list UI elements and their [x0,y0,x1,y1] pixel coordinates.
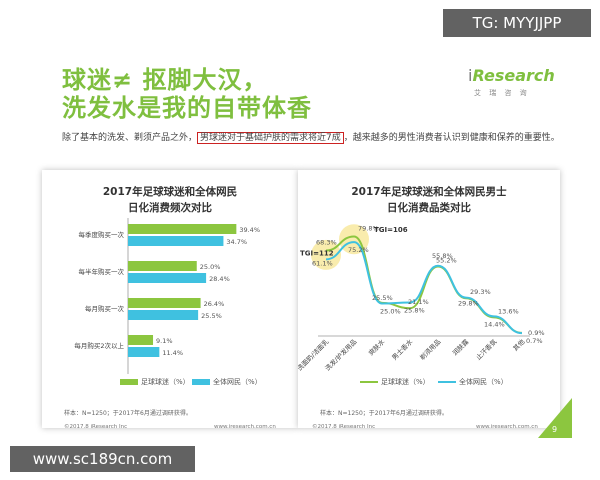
line-legend-label-fans: 足球球迷（%） [381,378,430,386]
line-value-label: 14.4% [484,320,505,328]
line-legend-all: 全体网民（%） [438,377,508,387]
bar-chart-subtitle: 日化消费频次对比 [128,202,212,214]
intro-after: ，越来越多的男性消费者认识到健康和保养的重要性。 [343,133,560,143]
line-value-label: 25.0% [380,307,401,315]
line-category-label: 男士香水 [390,337,415,362]
legend-line-blue [438,381,456,383]
legend-label-all: 全体网民（%） [213,378,262,386]
line-category-label: 爽肤水 [366,337,387,358]
legend-swatch-green [120,379,138,385]
bar-value-label: 28.4% [209,275,230,283]
line-chart: 68.3% 79.8% 25.5% 21.1% 55.2% 29.3% 13.6% 0.9% 6… [298,224,545,373]
line-category-label: 止汗香氛 [474,337,499,362]
line-value-label: 29.3% [470,288,491,296]
iresearch-logo: iResearch 艾 瑞 咨 询 [468,66,555,102]
bar-fans [128,335,154,345]
bar-fans [128,224,237,234]
bar-value-label: 25.0% [200,263,221,271]
page-number: 9 [552,425,558,434]
legend-label-fans: 足球球迷（%） [141,378,190,386]
corner-decoration [538,398,572,438]
line-value-label: 13.6% [498,307,519,315]
bar-legend-fans: 足球球迷（%） [120,377,190,387]
line-category-label: 剃须用品 [418,337,443,362]
line-value-label: 21.1% [408,298,429,306]
bar-chart-title: 2017年足球球迷和全体网民 [102,186,238,198]
bar-footer: ©2017.8 iResearch Inc [64,424,128,430]
bar-value-label: 39.4% [239,226,260,234]
logo-i: i [468,66,473,85]
line-value-label: 29.8% [458,300,479,308]
line-value-label: 55.2% [436,257,457,265]
line-value-label: 79.8% [358,224,379,232]
line-chart-title: 2017年足球球迷和全体网民男士 [351,186,507,198]
headline-line-2: 洗发水是我的自带体香 [62,94,312,122]
legend-swatch-blue [192,379,210,385]
bar-all [128,273,207,283]
line-legend-fans: 足球球迷（%） [360,377,430,387]
bar-value-label: 25.5% [201,312,222,320]
bar-value-label: 26.4% [204,300,225,308]
bar-category-label: 每半年购买一次 [79,267,125,276]
line-value-label: 0.7% [526,337,543,345]
logo-subtitle: 艾 瑞 咨 询 [474,89,530,97]
legend-line-green [360,381,378,383]
bar-source: 样本：N=1250；于2017年6月通过调研获得。 [64,410,192,417]
line-legend-label-all: 全体网民（%） [459,378,508,386]
bar-category-label: 每月购买一次 [85,304,125,313]
bar-category-label: 每月购买2次以上 [74,341,124,350]
headline-line-1: 球迷≠ 抠脚大汉， [62,66,268,94]
tgi-annotation: TGI=106 [374,226,408,234]
line-chart-panel: 2017年足球球迷和全体网民男士 日化消费品类对比 68.3% 79.8% 25.5… [298,170,560,430]
line-value-label: 68.3% [316,239,337,247]
line-all [325,241,523,335]
line-chart-subtitle: 日化消费品类对比 [387,202,471,214]
bar-footer-url: www.iresearch.com.cn [214,424,276,430]
tgi-annotation: TGI=112 [300,249,334,257]
line-value-label: 25.8% [404,306,425,314]
line-category-label: 其他 [511,337,527,353]
bar-value-label: 9.1% [156,337,173,345]
bar-all [128,310,199,320]
bar-fans [128,298,201,308]
logo-name: Research [472,66,555,85]
highlight-circle [311,239,341,270]
watermark-bottom: www.sc189cn.com [10,446,195,472]
headline: 球迷≠ 抠脚大汉， 洗发水是我的自带体香 [62,66,312,122]
line-value-label: 61.1% [312,259,333,267]
bar-value-label: 11.4% [162,349,183,357]
line-value-label: 55.8% [432,252,453,260]
line-value-label: 25.5% [372,294,393,302]
line-value-label: 0.9% [528,329,545,337]
intro-highlight: 男球迷对于基础护肤的需求将近7成 [197,132,344,144]
bar-legend-all: 全体网民（%） [192,377,262,387]
line-category-label: 润肤露 [450,337,471,358]
bar-chart: 每季度购买一次 39.4% 34.7% 每半年购买一次 25.0% 28.4% 每月购买一次… [74,218,260,374]
bar-fans [128,261,197,271]
line-value-label: 75.2% [348,246,369,254]
line-source: 样本：N=1250；于2017年6月通过调研获得。 [320,410,448,417]
bar-all [128,347,160,357]
bar-value-label: 34.7% [226,238,247,246]
line-footer: ©2017.8 iResearch Inc [312,424,376,430]
bar-chart-panel: 2017年足球球迷和全体网民 日化消费频次对比 每季度购买一次 39.4% 34.7… [42,170,298,430]
watermark-top: TG: MYYJJPP [443,9,591,37]
bar-category-label: 每季度购买一次 [79,230,125,239]
intro-text: 除了基本的洗发、剃须产品之外， 男球迷对于基础护肤的需求将近7成 ，越来越多的男性消… [62,132,562,145]
intro-before: 除了基本的洗发、剃须产品之外， [62,133,198,143]
bar-all [128,236,224,246]
line-footer-url: www.iresearch.com.cn [476,424,538,430]
